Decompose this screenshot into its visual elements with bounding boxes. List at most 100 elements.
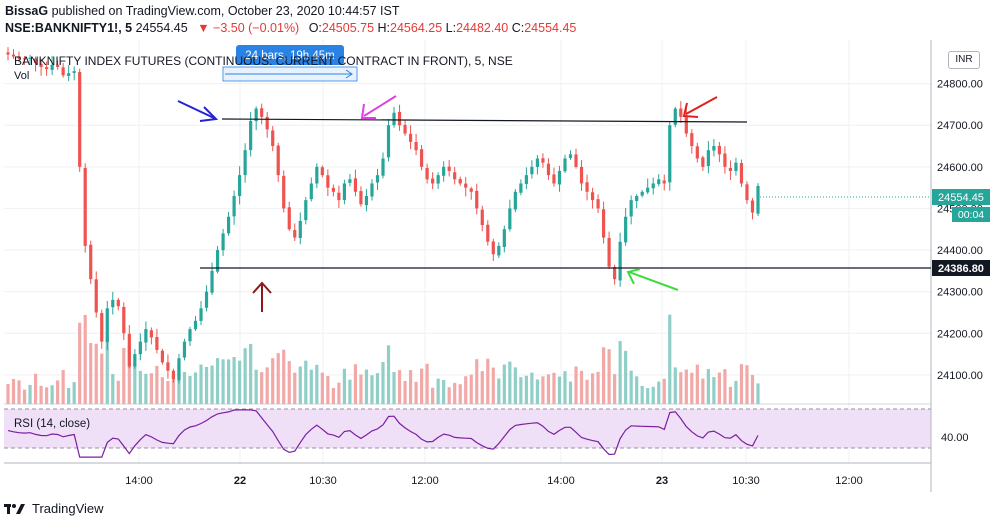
volume-bar bbox=[458, 384, 462, 404]
volume-bar bbox=[193, 372, 198, 404]
candle-body bbox=[298, 220, 302, 239]
candle-body bbox=[607, 237, 611, 267]
volume-bar bbox=[28, 384, 32, 404]
candle-body bbox=[403, 124, 407, 134]
candle-body bbox=[133, 354, 137, 367]
volume-bar bbox=[552, 372, 556, 404]
volume-bar bbox=[651, 386, 655, 404]
volume-bar bbox=[166, 380, 170, 404]
candle-body bbox=[182, 341, 187, 358]
volume-bar bbox=[282, 349, 286, 404]
volume-bar bbox=[734, 380, 738, 404]
volume-bar bbox=[171, 376, 176, 404]
volume-bar bbox=[249, 343, 253, 404]
volume-bar bbox=[408, 370, 413, 404]
candle-body bbox=[199, 308, 203, 321]
candle-body bbox=[436, 175, 440, 184]
volume-bar bbox=[375, 373, 380, 404]
volume-bar bbox=[331, 388, 335, 404]
volume-bar bbox=[618, 341, 622, 404]
volume-bar bbox=[353, 364, 358, 404]
volume-bar bbox=[425, 363, 429, 404]
ohlc-open: O:24505.75 bbox=[308, 21, 375, 35]
candle-body bbox=[315, 166, 319, 184]
volume-bar bbox=[94, 343, 98, 404]
candle-body bbox=[111, 299, 115, 308]
volume-bar bbox=[535, 379, 540, 404]
candle-body bbox=[265, 116, 269, 130]
volume-bar bbox=[497, 378, 501, 404]
candle-body bbox=[491, 241, 495, 255]
volume-bar bbox=[133, 363, 137, 404]
volume-bar bbox=[624, 350, 628, 404]
volume-bar bbox=[453, 382, 457, 404]
candle-body bbox=[100, 313, 104, 342]
volume-bar bbox=[293, 372, 297, 404]
candle-body bbox=[83, 167, 87, 246]
resistance-line[interactable] bbox=[221, 118, 748, 123]
candle-body bbox=[552, 174, 556, 184]
candle-body bbox=[750, 200, 755, 213]
time-tick-label: 12:00 bbox=[835, 475, 863, 487]
candle-body bbox=[684, 115, 688, 134]
candle-body bbox=[508, 208, 512, 230]
volume-bar bbox=[513, 367, 517, 404]
volume-bar bbox=[668, 314, 672, 404]
volume-bar bbox=[706, 369, 710, 404]
candle-body bbox=[646, 187, 650, 193]
volume-bar bbox=[67, 387, 71, 404]
volume-bar bbox=[276, 353, 280, 404]
volume-bar bbox=[695, 364, 699, 404]
blue-arrow bbox=[177, 100, 219, 122]
volume-bar bbox=[397, 370, 402, 404]
volume-bar bbox=[431, 387, 435, 404]
volume-bar bbox=[607, 349, 611, 404]
candle-body bbox=[557, 170, 562, 185]
candle-body bbox=[326, 175, 330, 188]
volume-bar bbox=[116, 380, 120, 404]
range-measure[interactable]: 24 bars, 19h 45m bbox=[222, 45, 358, 82]
candle-body bbox=[144, 329, 148, 343]
candle-body bbox=[723, 153, 727, 167]
volume-bar bbox=[590, 373, 595, 404]
candle-body bbox=[568, 154, 573, 158]
support-price-tag bbox=[932, 260, 990, 276]
candle-body bbox=[541, 158, 545, 163]
volume-bar bbox=[260, 372, 264, 404]
candle-body bbox=[260, 108, 264, 117]
volume-bar bbox=[679, 372, 683, 404]
candle-body bbox=[530, 166, 534, 175]
chart-title: BANKNIFTY INDEX FUTURES (CONTINUOUS: CUR… bbox=[14, 54, 513, 68]
candle-body bbox=[160, 350, 165, 363]
volume-bar bbox=[72, 382, 76, 404]
candle-body bbox=[524, 175, 528, 184]
candle-body bbox=[11, 54, 16, 57]
tradingview-logo[interactable]: TradingView bbox=[4, 501, 104, 516]
time-tick-label: 22 bbox=[234, 475, 246, 487]
volume-bar bbox=[182, 371, 187, 404]
time-tick-label: 10:30 bbox=[309, 475, 337, 487]
volume-bar bbox=[39, 385, 43, 404]
candle-body bbox=[342, 183, 346, 201]
candle-body bbox=[39, 63, 43, 67]
candle-body bbox=[513, 191, 517, 210]
candle-body bbox=[679, 108, 683, 117]
currency-button[interactable]: INR bbox=[948, 51, 980, 69]
candle-body bbox=[304, 200, 308, 221]
volume-bar bbox=[11, 378, 16, 404]
price-tick-label: 24800.00 bbox=[937, 79, 983, 91]
volume-bar bbox=[745, 365, 749, 404]
candle-body bbox=[386, 125, 391, 158]
volume-bar bbox=[541, 376, 545, 404]
candle-body bbox=[420, 149, 424, 167]
candle-body bbox=[210, 270, 214, 293]
volume-bar bbox=[613, 374, 617, 404]
price-tick-label: 24200.00 bbox=[937, 328, 983, 340]
candle-body bbox=[271, 130, 275, 147]
volume-bar bbox=[89, 343, 93, 404]
candle-body bbox=[706, 150, 710, 167]
volume-bar bbox=[271, 358, 275, 404]
volume-bar bbox=[519, 377, 523, 404]
candle-body bbox=[56, 64, 60, 67]
